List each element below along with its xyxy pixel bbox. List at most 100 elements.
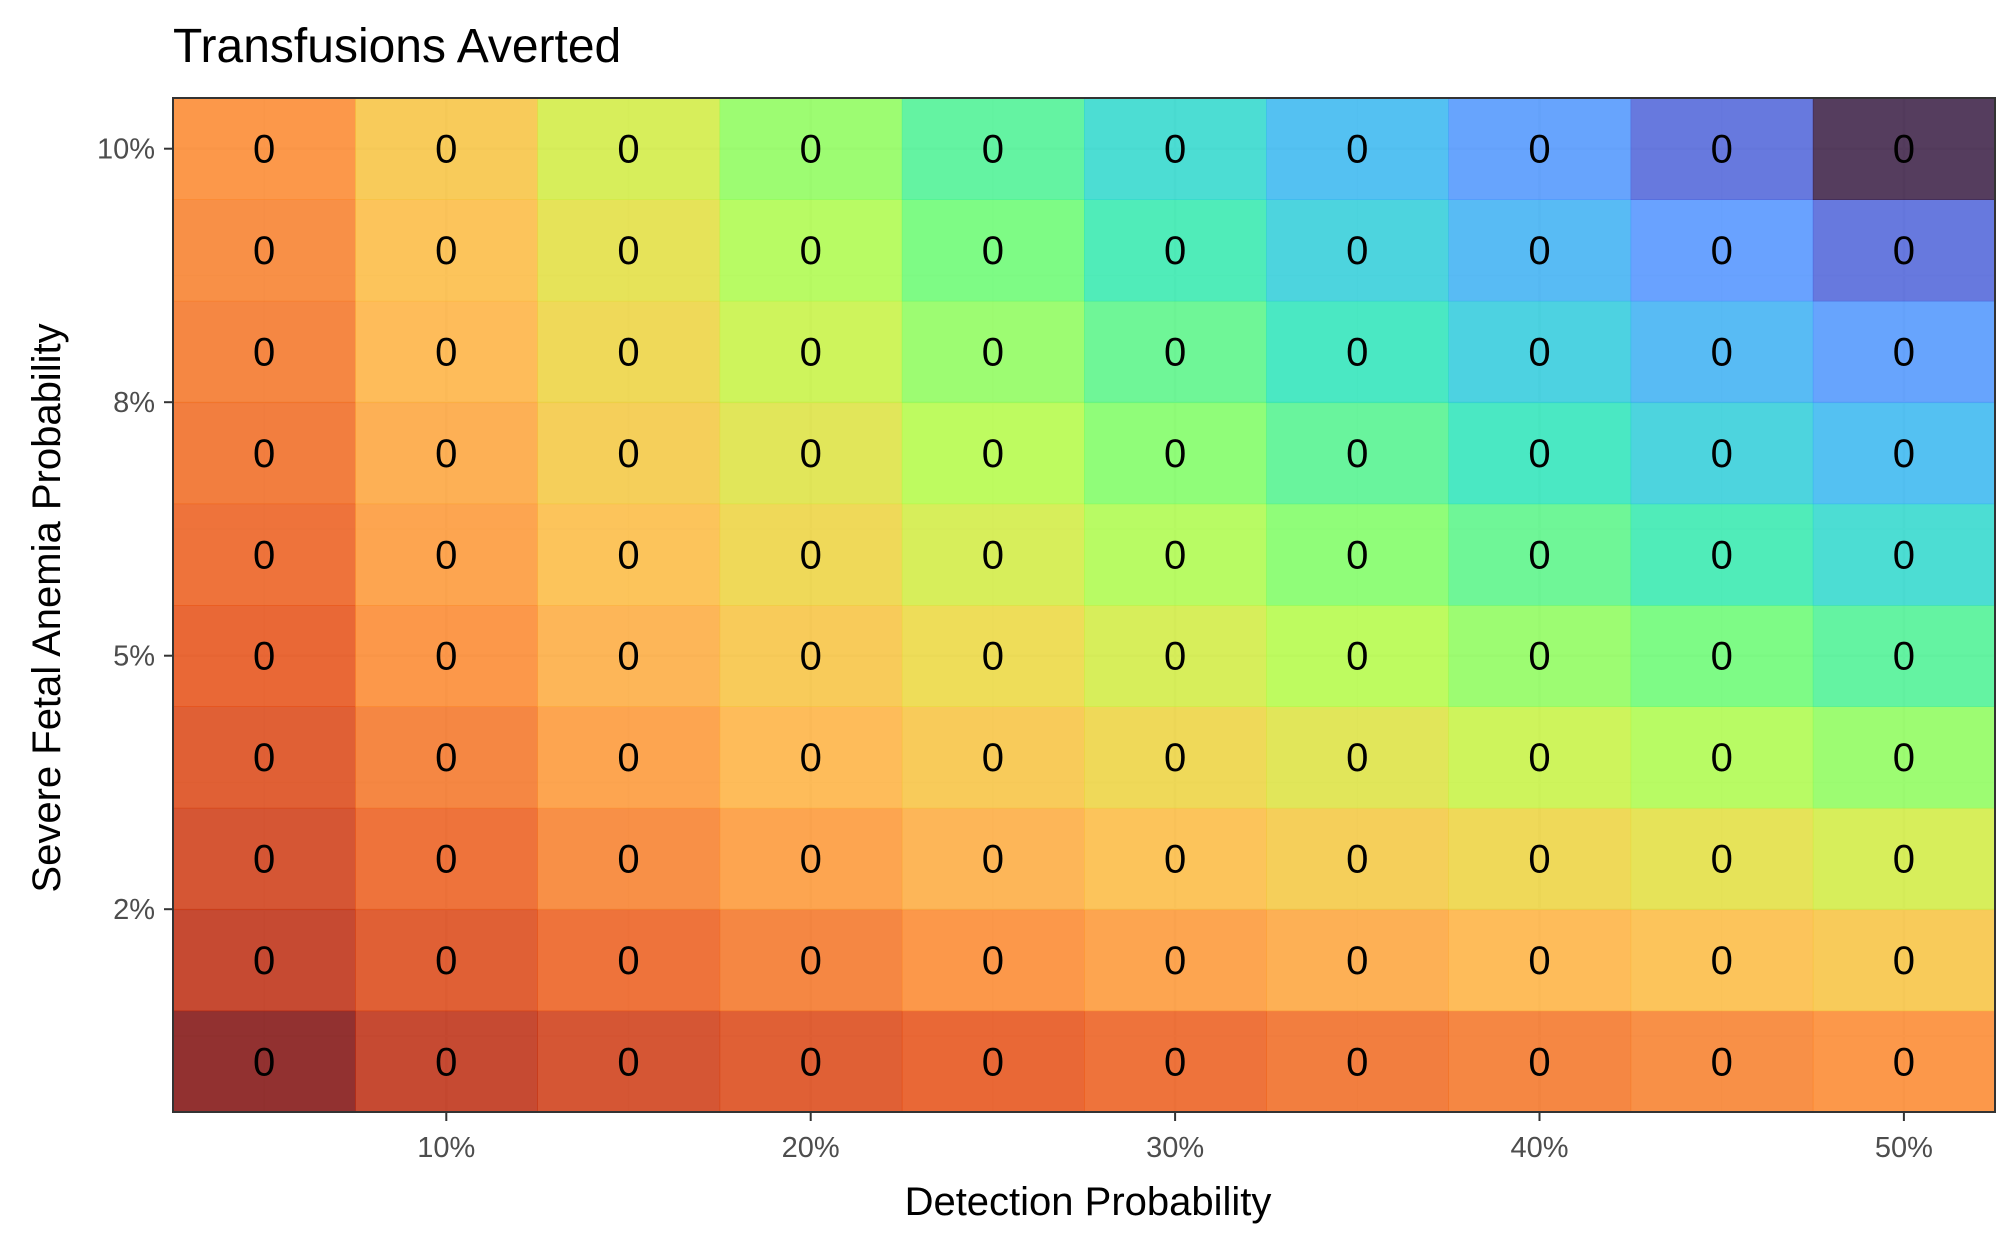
- cell-value-label: 0: [435, 939, 457, 983]
- y-tick-label: 8%: [113, 387, 155, 419]
- cell-value-label: 0: [1528, 838, 1550, 882]
- heatmap-cell: [1448, 909, 1632, 1012]
- x-axis-ticks: 10% 20% 30% 40% 50%: [417, 1112, 1933, 1164]
- heatmap-cell: [1812, 300, 1996, 403]
- heatmap-cell: [901, 98, 1085, 200]
- cell-value-label: 0: [1711, 128, 1733, 172]
- cell-value-label: 0: [617, 128, 639, 172]
- cell-value-label: 0: [1164, 533, 1186, 577]
- cell-value-label: 0: [1893, 128, 1915, 172]
- heatmap-cell: [355, 503, 538, 606]
- cell-value-label: 0: [800, 331, 822, 375]
- x-axis-title: Detection Probability: [905, 1180, 1272, 1224]
- y-axis-title: Severe Fetal Anemia Probability: [25, 323, 69, 892]
- cell-value-label: 0: [1164, 1040, 1186, 1084]
- cell-value-label: 0: [800, 635, 822, 679]
- cell-value-label: 0: [1528, 128, 1550, 172]
- heatmap-cell: [537, 300, 721, 403]
- heatmap-cell: [537, 605, 721, 707]
- cell-value-label: 0: [982, 229, 1004, 273]
- cell-value-label: 0: [253, 939, 275, 983]
- heatmap-cell: [1630, 1010, 1814, 1113]
- heatmap-cell: [173, 402, 356, 505]
- heatmap-cell: [719, 199, 903, 302]
- panel-border: [172, 97, 1996, 1113]
- cell-value-label: 0: [1711, 939, 1733, 983]
- cell-value-label: 0: [617, 432, 639, 476]
- cell-value-label: 0: [435, 331, 457, 375]
- heatmap-cell: [537, 909, 721, 1012]
- cell-value-label: 0: [1711, 533, 1733, 577]
- heatmap-cell: [719, 300, 903, 403]
- heatmap-cell: [1630, 605, 1814, 707]
- cell-value-label: 0: [1346, 432, 1368, 476]
- heatmap-cell: [1630, 98, 1814, 200]
- heatmap-cell: [901, 1010, 1085, 1113]
- heatmap-cell: [1812, 98, 1996, 200]
- heatmap-cell: [901, 300, 1085, 403]
- heatmap-cell: [355, 706, 538, 809]
- cell-value-label: 0: [1164, 331, 1186, 375]
- heatmap-cell: [1812, 807, 1996, 910]
- cell-value-label: 0: [982, 128, 1004, 172]
- heatmap-cell: [173, 300, 356, 403]
- cell-value-label: 0: [982, 838, 1004, 882]
- heatmap-cell: [1084, 706, 1267, 809]
- cell-value-label: 0: [1711, 838, 1733, 882]
- heatmap-cell: [1448, 807, 1632, 910]
- heatmap-cell: [719, 1010, 903, 1113]
- heatmap-cell: [1266, 909, 1449, 1012]
- cell-value-label: 0: [253, 331, 275, 375]
- cell-value-label: 0: [617, 736, 639, 780]
- heatmap-cell: [901, 402, 1085, 505]
- x-tick-label: 40%: [1510, 1132, 1568, 1164]
- heatmap-cell: [1266, 98, 1449, 200]
- cell-value-label: 0: [253, 432, 275, 476]
- heatmap-cell: [1630, 503, 1814, 606]
- heatmap-cell: [719, 402, 903, 505]
- heatmap-cell: [1448, 503, 1632, 606]
- cell-value-label: 0: [982, 736, 1004, 780]
- cell-value-label: 0: [435, 635, 457, 679]
- heatmap-cell: [355, 199, 538, 302]
- cell-value-label: 0: [1711, 635, 1733, 679]
- cell-value-label: 0: [982, 533, 1004, 577]
- cell-value-label: 0: [1164, 229, 1186, 273]
- cell-value-label: 0: [1528, 1040, 1550, 1084]
- heatmap-cell: [719, 807, 903, 910]
- heatmap-cell: [1630, 706, 1814, 809]
- heatmap-cell: [719, 605, 903, 707]
- cell-value-label: 0: [800, 1040, 822, 1084]
- heatmap-cell: [1084, 300, 1267, 403]
- cell-value-label: 0: [435, 736, 457, 780]
- heatmap-cells: [173, 98, 1996, 1113]
- cell-value-label: 0: [800, 432, 822, 476]
- heatmap-cell: [173, 909, 356, 1012]
- cell-value-label: 0: [1164, 838, 1186, 882]
- heatmap-cell: [719, 503, 903, 606]
- heatmap-cell: [1448, 706, 1632, 809]
- heatmap-cell: [901, 503, 1085, 606]
- heatmap-cell: [1630, 402, 1814, 505]
- cell-value-label: 0: [982, 331, 1004, 375]
- heatmap-cell: [1266, 300, 1449, 403]
- heatmap-cell: [1084, 402, 1267, 505]
- heatmap-cell: [1448, 199, 1632, 302]
- cell-value-label: 0: [800, 736, 822, 780]
- heatmap-cell: [901, 706, 1085, 809]
- cell-value-label: 0: [982, 635, 1004, 679]
- y-tick-label: 5%: [113, 641, 155, 673]
- heatmap-cell: [1084, 98, 1267, 200]
- cell-value-label: 0: [1528, 635, 1550, 679]
- heatmap-cell: [355, 909, 538, 1012]
- cell-value-label: 0: [253, 1040, 275, 1084]
- heatmap-cell: [1630, 300, 1814, 403]
- heatmap-cell: [719, 909, 903, 1012]
- cell-value-label: 0: [1528, 331, 1550, 375]
- heatmap-cell: [901, 199, 1085, 302]
- heatmap-cell: [1812, 503, 1996, 606]
- cell-value-label: 0: [1711, 331, 1733, 375]
- heatmap-cell: [355, 605, 538, 707]
- heatmap-cell: [1084, 807, 1267, 910]
